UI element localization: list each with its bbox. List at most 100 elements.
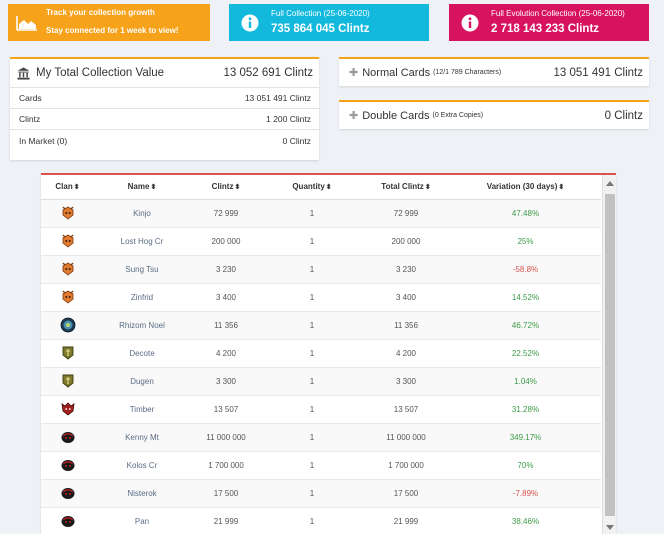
card-name[interactable]: Pan — [94, 507, 190, 534]
clan-cell — [41, 367, 94, 396]
normal-cards-count: (12/1 789 Characters) — [433, 69, 502, 76]
card-clintz: 3 300 — [190, 367, 262, 396]
card-name[interactable]: Decote — [94, 339, 190, 368]
plus-icon: ✚ — [349, 110, 359, 122]
card-variation: 22.52% — [450, 339, 601, 368]
growth-subtitle: Stay connected for 1 week to view! — [46, 26, 179, 35]
double-cards-title: Double Cards — [362, 109, 430, 122]
table-row[interactable]: Dugen 3 300 1 3 300 1.04% — [41, 367, 601, 396]
table-row[interactable]: Sung Tsu 3 230 1 3 230 -58.8% — [41, 255, 601, 284]
card-quantity: 1 — [262, 227, 362, 256]
card-total-clintz: 3 300 — [362, 367, 450, 396]
col-header-variation[interactable]: Variation (30 days)⬍ — [450, 175, 601, 200]
card-variation: 38.46% — [450, 507, 601, 534]
full-collection-tile: Full Collection (25-06-2020) 735 864 045… — [229, 4, 429, 41]
table-row[interactable]: Rhizom Noel 11 356 1 11 356 46.72% — [41, 311, 601, 340]
card-quantity: 1 — [262, 367, 362, 396]
growth-title: Track your collection growth — [46, 8, 155, 18]
card-name[interactable]: Kolos Cr — [94, 451, 190, 480]
clan-black-icon — [60, 513, 76, 529]
full-evolution-title: Full Evolution Collection (25-06-2020) — [491, 8, 625, 18]
info-icon — [229, 4, 271, 41]
card-quantity: 1 — [262, 507, 362, 534]
info-icon — [449, 4, 491, 41]
card-quantity: 1 — [262, 283, 362, 312]
card-name[interactable]: Timber — [94, 395, 190, 424]
sort-icon: ⬍ — [234, 184, 241, 192]
table-row[interactable]: Kenny Mt 11 000 000 1 11 000 000 349.17% — [41, 423, 601, 452]
table-row[interactable]: Lost Hog Cr 200 000 1 200 000 25% — [41, 227, 601, 256]
card-name[interactable]: Rhizom Noel — [94, 311, 190, 340]
total-row-cards: Cards 13 051 491 Clintz — [10, 88, 319, 109]
clan-cell — [41, 507, 94, 534]
clan-cell — [41, 227, 94, 256]
card-variation: 25% — [450, 227, 601, 256]
sort-icon: ⬍ — [558, 184, 565, 192]
table-row[interactable]: Timber 13 507 1 13 507 31.28% — [41, 395, 601, 424]
scroll-down-icon[interactable] — [606, 525, 614, 530]
card-clintz: 3 400 — [190, 283, 262, 312]
collection-growth-tile[interactable]: Track your collection growth Stay connec… — [8, 4, 210, 41]
card-variation: 47.48% — [450, 199, 601, 228]
card-clintz: 3 230 — [190, 255, 262, 284]
card-name[interactable]: Kenny Mt — [94, 423, 190, 452]
card-quantity: 1 — [262, 423, 362, 452]
card-total-clintz: 11 356 — [362, 311, 450, 340]
table-scrollbar[interactable] — [602, 175, 616, 534]
card-name[interactable]: Lost Hog Cr — [94, 227, 190, 256]
table-row[interactable]: Decote 4 200 1 4 200 22.52% — [41, 339, 601, 368]
col-header-name[interactable]: Name⬍ — [94, 175, 190, 200]
col-header-clintz[interactable]: Clintz⬍ — [190, 175, 262, 200]
col-header-clan[interactable]: Clan⬍ — [41, 175, 94, 200]
clan-cell — [41, 423, 94, 452]
card-variation: 31.28% — [450, 395, 601, 424]
card-clintz: 72 999 — [190, 199, 262, 228]
clan-olive-icon — [60, 373, 76, 389]
clan-orange-icon — [60, 289, 76, 305]
card-total-clintz: 11 000 000 — [362, 423, 450, 452]
clan-cell — [41, 311, 94, 340]
table-row[interactable]: Zinfrid 3 400 1 3 400 14.52% — [41, 283, 601, 312]
clan-black-icon — [60, 429, 76, 445]
table-row[interactable]: Pan 21 999 1 21 999 38.46% — [41, 507, 601, 534]
table-header-row: Clan⬍ Name⬍ Clintz⬍ Quantity⬍ Total Clin… — [41, 175, 601, 200]
card-name[interactable]: Zinfrid — [94, 283, 190, 312]
total-row-label: Clintz — [19, 114, 41, 124]
scrollbar-thumb[interactable] — [605, 194, 615, 516]
col-header-total-clintz[interactable]: Total Clintz⬍ — [362, 175, 450, 200]
sort-icon: ⬍ — [424, 184, 431, 192]
full-evolution-tile: Full Evolution Collection (25-06-2020) 2… — [449, 4, 649, 41]
clan-orange-icon — [60, 205, 76, 221]
total-row-label: Cards — [19, 93, 42, 103]
clan-cell — [41, 199, 94, 228]
col-header-quantity[interactable]: Quantity⬍ — [262, 175, 362, 200]
double-cards-count: (0 Extra Copies) — [432, 112, 484, 119]
card-clintz: 1 700 000 — [190, 451, 262, 480]
card-quantity: 1 — [262, 479, 362, 508]
card-total-clintz: 72 999 — [362, 199, 450, 228]
card-name[interactable]: Sung Tsu — [94, 255, 190, 284]
table-row[interactable]: Nisterok 17 500 1 17 500 -7.89% — [41, 479, 601, 508]
normal-cards-panel[interactable]: ✚ Normal Cards (12/1 789 Characters) 13 … — [339, 57, 649, 86]
card-variation: 70% — [450, 451, 601, 480]
card-quantity: 1 — [262, 339, 362, 368]
table-row[interactable]: Kinjo 72 999 1 72 999 47.48% — [41, 199, 601, 228]
card-variation: 1.04% — [450, 367, 601, 396]
clan-cell — [41, 255, 94, 284]
card-variation: 349.17% — [450, 423, 601, 452]
area-chart-icon — [8, 4, 46, 41]
scroll-up-icon[interactable] — [606, 181, 614, 186]
table-row[interactable]: Kolos Cr 1 700 000 1 1 700 000 70% — [41, 451, 601, 480]
card-total-clintz: 1 700 000 — [362, 451, 450, 480]
card-clintz: 11 356 — [190, 311, 262, 340]
sort-icon: ⬍ — [73, 184, 80, 192]
card-name[interactable]: Nisterok — [94, 479, 190, 508]
card-name[interactable]: Kinjo — [94, 199, 190, 228]
double-cards-panel[interactable]: ✚ Double Cards (0 Extra Copies) 0 Clintz — [339, 100, 649, 129]
normal-cards-value: 13 051 491 Clintz — [553, 66, 643, 79]
card-variation: -7.89% — [450, 479, 601, 508]
clan-cell — [41, 395, 94, 424]
clan-cell — [41, 339, 94, 368]
card-total-clintz: 3 400 — [362, 283, 450, 312]
card-name[interactable]: Dugen — [94, 367, 190, 396]
